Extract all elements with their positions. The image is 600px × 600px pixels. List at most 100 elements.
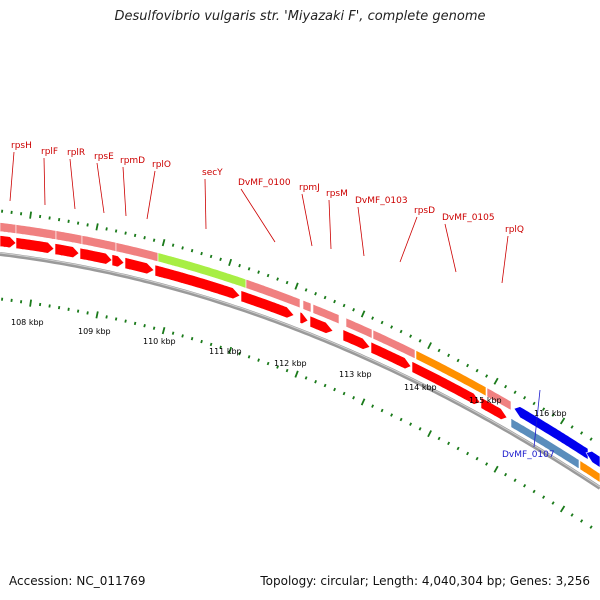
outer-minor-tick — [542, 407, 546, 411]
gene-label-DvMF_0107[interactable]: DvMF_0107 — [502, 450, 555, 460]
inner-minor-tick — [371, 404, 375, 408]
inner-minor-tick — [200, 339, 203, 344]
gene-label-rplF[interactable]: rplF — [41, 147, 58, 157]
kbp-label: 111 kbp — [209, 347, 242, 356]
outer-minor-tick — [390, 325, 394, 329]
red-gene-arrow-13[interactable] — [411, 360, 481, 405]
pink-feature-6[interactable] — [245, 278, 301, 309]
inner-major-tick — [559, 505, 566, 513]
red-gene-arrow-1[interactable] — [0, 235, 17, 249]
inner-minor-tick — [418, 427, 422, 431]
inner-minor-tick — [485, 462, 489, 466]
outer-minor-tick — [513, 390, 517, 394]
pink-feature-9[interactable] — [345, 317, 373, 339]
pink-feature-10[interactable] — [372, 329, 416, 360]
outer-minor-tick — [456, 358, 460, 363]
topology-footer: Topology: circular; Length: 4,040,304 bp… — [260, 574, 590, 588]
outer-minor-tick — [171, 243, 175, 247]
inner-minor-tick — [209, 342, 213, 347]
red-gene-arrow-9[interactable] — [299, 311, 309, 325]
red-gene-arrow-14[interactable] — [480, 396, 508, 420]
pink-feature-11[interactable] — [486, 387, 512, 411]
gene-arrows[interactable] — [0, 235, 600, 468]
leader-line-rpsM — [328, 199, 332, 250]
gene-label-rpsH[interactable]: rpsH — [11, 141, 32, 151]
inner-minor-tick — [20, 300, 23, 304]
red-gene-arrow-4[interactable] — [79, 247, 113, 265]
inner-minor-tick — [466, 451, 470, 456]
inner-minor-tick — [181, 334, 184, 338]
kbp-label: 110 kbp — [143, 337, 176, 346]
gene-label-secY[interactable]: secY — [202, 168, 223, 178]
inner-minor-tick — [105, 315, 108, 319]
inner-minor-tick — [589, 525, 593, 529]
outer-minor-tick — [20, 212, 23, 216]
accession-footer: Accession: NC_011769 — [9, 574, 146, 588]
red-gene-arrow-8[interactable] — [240, 290, 295, 319]
outer-minor-tick — [86, 223, 89, 227]
pink-feature-3[interactable] — [55, 230, 83, 245]
orange-feature-2[interactable] — [579, 459, 600, 483]
inner-minor-tick — [10, 298, 13, 303]
pink-feature-8[interactable] — [312, 303, 340, 325]
feature-tracks[interactable] — [0, 222, 600, 483]
inner-minor-tick — [285, 368, 289, 373]
red-gene-arrow-10[interactable] — [309, 315, 334, 334]
red-gene-arrow-5[interactable] — [111, 254, 125, 268]
red-gene-arrow-3[interactable] — [54, 243, 80, 259]
inner-minor-tick — [190, 336, 194, 341]
outer-minor-tick — [238, 263, 241, 268]
gene-label-DvMF_0105[interactable]: DvMF_0105 — [442, 213, 495, 223]
inner-major-tick — [493, 465, 499, 473]
blue-gene-arrow-2[interactable] — [585, 450, 600, 468]
gene-label-rplQ[interactable]: rplQ — [505, 225, 524, 235]
gene-label-rpsD[interactable]: rpsD — [414, 206, 435, 216]
gene-label-rpsE[interactable]: rpsE — [94, 152, 114, 162]
outer-minor-tick — [437, 348, 441, 353]
gene-label-rpmD[interactable]: rpmD — [120, 156, 145, 166]
outer-minor-tick — [589, 437, 593, 441]
gene-label-DvMF_0100[interactable]: DvMF_0100 — [238, 178, 291, 188]
outer-minor-tick — [380, 320, 384, 325]
inner-major-tick — [360, 398, 366, 406]
red-gene-arrow-6[interactable] — [124, 257, 155, 275]
outer-minor-tick — [38, 214, 42, 219]
outer-tick-ring — [1, 209, 593, 441]
outer-major-tick — [294, 282, 299, 290]
gene-label-rpmJ[interactable]: rpmJ — [299, 183, 320, 193]
inner-minor-tick — [1, 297, 4, 301]
gene-label-DvMF_0103[interactable]: DvMF_0103 — [355, 196, 408, 206]
leader-line-rplQ — [501, 235, 509, 284]
orange-feature-1[interactable] — [415, 349, 487, 397]
red-gene-arrow-2[interactable] — [15, 237, 55, 254]
gene-label-rplO[interactable]: rplO — [152, 160, 171, 170]
pink-feature-7[interactable] — [302, 299, 312, 313]
pink-feature-5[interactable] — [115, 242, 159, 263]
pink-feature-1[interactable] — [0, 222, 17, 234]
pink-feature-2[interactable] — [15, 224, 57, 240]
gene-label-rplR[interactable]: rplR — [67, 148, 85, 158]
inner-minor-tick — [532, 489, 536, 494]
red-gene-arrow-12[interactable] — [370, 341, 412, 370]
inner-minor-tick — [447, 441, 451, 446]
inner-minor-tick — [276, 365, 279, 369]
outer-minor-tick — [200, 251, 203, 256]
inner-minor-tick — [57, 305, 61, 310]
outer-minor-tick — [57, 217, 61, 222]
red-gene-arrow-7[interactable] — [154, 264, 241, 300]
inner-minor-tick — [266, 361, 270, 366]
steelblue-feature[interactable] — [510, 417, 580, 470]
outer-major-tick — [427, 342, 432, 350]
red-gene-arrow-11[interactable] — [342, 329, 371, 350]
outer-minor-tick — [580, 431, 584, 435]
kbp-label: 109 kbp — [78, 327, 111, 336]
inner-minor-tick — [133, 321, 137, 326]
outer-major-tick — [493, 377, 499, 385]
inner-minor-tick — [333, 387, 337, 392]
inner-major-tick — [95, 311, 99, 319]
gene-label-rpsM[interactable]: rpsM — [326, 189, 348, 199]
inner-minor-tick — [238, 351, 241, 356]
backbone-highlight — [0, 252, 600, 488]
